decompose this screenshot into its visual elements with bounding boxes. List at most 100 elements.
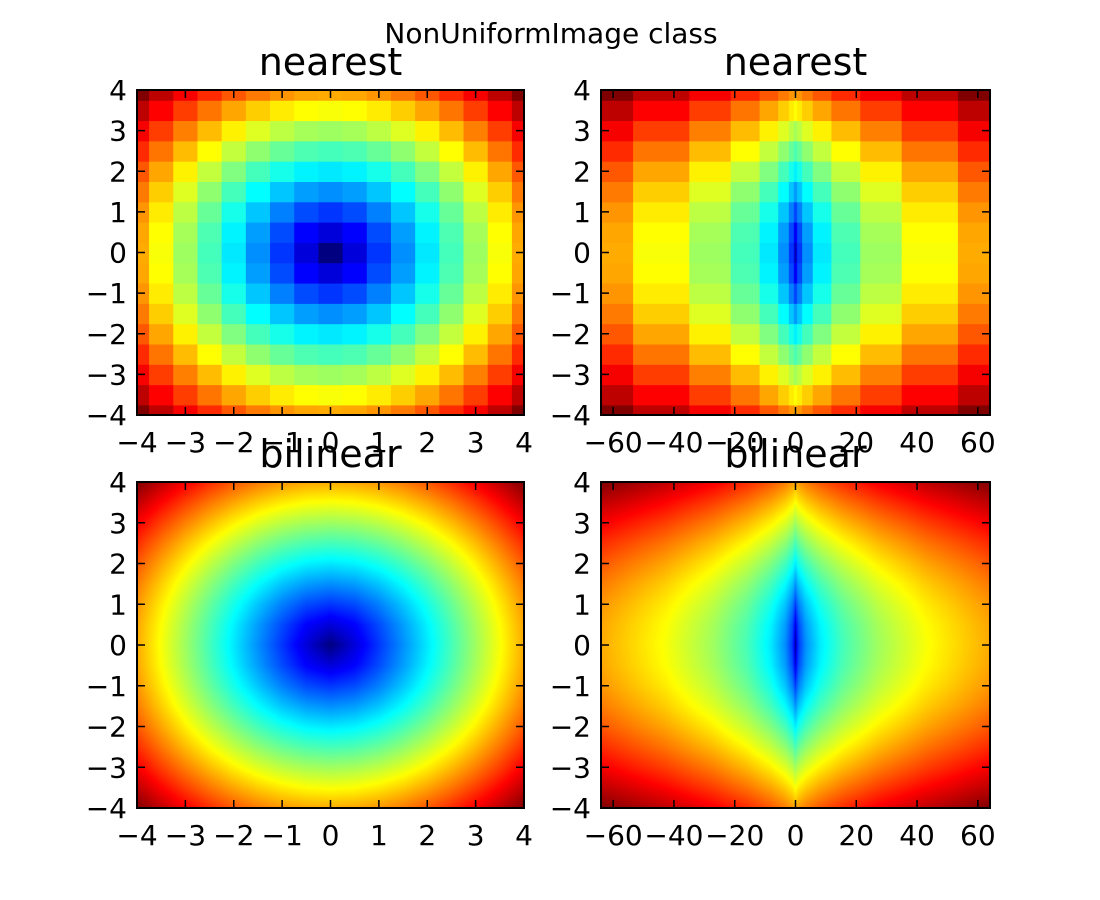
heatmap-cell [487, 100, 513, 122]
heatmap-cell [463, 222, 489, 243]
heatmap-cell [689, 323, 732, 345]
heatmap-cell [831, 90, 861, 101]
heatmap-cell [633, 120, 690, 142]
heatmap-cell [294, 90, 320, 101]
heatmap-cell [957, 384, 991, 406]
heatmap-cell [487, 404, 513, 416]
heatmap-cell [788, 181, 795, 203]
heatmap-cell [366, 201, 392, 223]
heatmap-cell [860, 90, 903, 101]
heatmap-cell [689, 120, 732, 142]
heatmap-cell [759, 161, 779, 182]
heatmap-cell [831, 140, 861, 162]
heatmap-cell [633, 282, 690, 304]
heatmap-cell [270, 384, 295, 406]
heatmap-cell [173, 161, 199, 182]
y-tick-label: 2 [109, 155, 127, 188]
heatmap-cell [812, 222, 832, 243]
heatmap-cell [831, 242, 861, 264]
heatmap-cell [366, 140, 392, 162]
heatmap-cell [390, 222, 416, 243]
heatmap-cell [270, 222, 295, 243]
heatmap-cell [901, 140, 959, 162]
heatmap-cell [689, 90, 732, 101]
heatmap-cell [778, 201, 790, 223]
heatmap-cell [149, 384, 174, 406]
subplot-4: bilinear −60 −40 −20 0 20 40 60 −4 −3 −2 −1 0 1 2 3 4 [550, 432, 996, 852]
heatmap-cell [860, 140, 903, 162]
heatmap-cell [689, 222, 732, 243]
heatmap-cell [689, 384, 732, 406]
heatmap-cell [149, 222, 174, 243]
heatmap-cell [342, 181, 368, 203]
heatmap-cell [197, 242, 223, 264]
heatmap-cell [390, 282, 416, 304]
heatmap-cell [788, 404, 795, 416]
x-tick-label: −60 [584, 819, 643, 852]
heatmap-cell [795, 140, 798, 162]
heatmap-cell [415, 222, 440, 243]
heatmap-cell [802, 100, 814, 122]
heatmap-cell [149, 120, 174, 142]
heatmap-cell [793, 140, 796, 162]
heatmap-cell [390, 343, 416, 365]
heatmap-cell [788, 303, 795, 325]
heatmap-cell [149, 161, 174, 182]
heatmap-cell [730, 323, 761, 345]
x-tick-label: −3 [165, 819, 206, 852]
heatmap-cell [793, 161, 796, 182]
heatmap-cell [957, 161, 991, 182]
heatmap-cell [439, 100, 465, 122]
y-tick-label: −2 [550, 318, 591, 351]
heatmap-cell [633, 181, 690, 203]
heatmap-cell [294, 364, 320, 386]
heatmap-cell [802, 404, 814, 416]
y-tick-label: −2 [550, 711, 591, 744]
heatmap-cell [831, 404, 861, 416]
heatmap-cell [342, 90, 368, 101]
heatmap-cell [197, 100, 223, 122]
heatmap-cell [390, 161, 416, 182]
heatmap-cell [197, 303, 223, 325]
heatmap-cell [511, 343, 525, 365]
y-tick-label: −4 [550, 399, 591, 432]
heatmap-cell [137, 262, 150, 284]
y-tick-label: 4 [573, 74, 591, 107]
heatmap-cell [439, 90, 465, 101]
heatmap-cell [294, 384, 320, 406]
heatmap-cell [511, 140, 525, 162]
heatmap-cell [173, 323, 199, 345]
heatmap-cell [730, 222, 761, 243]
heatmap-cell [901, 161, 959, 182]
heatmap-cell [487, 140, 513, 162]
x-tick-label: −40 [644, 819, 703, 852]
y-tick-label: 2 [109, 548, 127, 581]
heatmap-cell [294, 323, 320, 345]
heatmap-cell [812, 364, 832, 386]
heatmap-cell [759, 90, 779, 101]
heatmap-cell [318, 303, 344, 325]
heatmap-cell [270, 140, 295, 162]
heatmap-cell [802, 282, 814, 304]
heatmap-cell [831, 120, 861, 142]
y-tick-label: 1 [573, 196, 591, 229]
heatmap-cell [439, 323, 465, 345]
heatmap-cell [487, 242, 513, 264]
heatmap-cell [221, 120, 247, 142]
x-tick-label: 2 [418, 426, 436, 459]
heatmap-cell [793, 262, 796, 284]
heatmap-cell [245, 120, 271, 142]
heatmap-cell [793, 282, 796, 304]
heatmap-cell [957, 100, 991, 122]
heatmap-cells [137, 90, 525, 416]
heatmap-cell [318, 120, 344, 142]
heatmap-image [601, 482, 990, 808]
heatmap-cell [778, 140, 790, 162]
heatmap-cell [730, 343, 761, 365]
heatmap-cell [270, 262, 295, 284]
x-tick-label: −2 [213, 819, 254, 852]
heatmap-cell [487, 161, 513, 182]
heatmap-cell [439, 222, 465, 243]
x-tick-label: −4 [116, 426, 157, 459]
